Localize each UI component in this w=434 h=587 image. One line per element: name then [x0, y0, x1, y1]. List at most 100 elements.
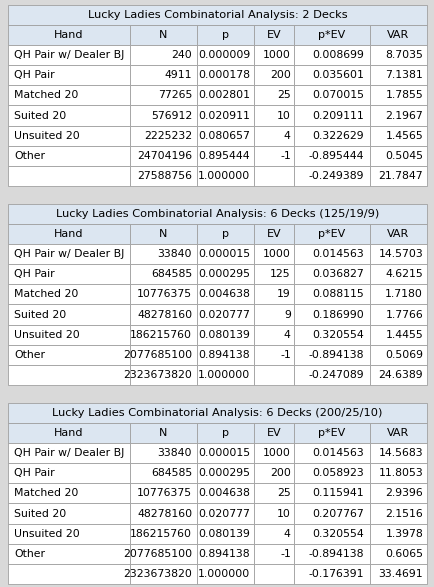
Text: 0.6065: 0.6065: [384, 549, 422, 559]
Text: 0.000015: 0.000015: [198, 249, 250, 259]
Text: 4: 4: [283, 330, 290, 340]
Text: 24.6389: 24.6389: [378, 370, 422, 380]
Text: 0.014563: 0.014563: [312, 448, 363, 458]
Text: 0.000295: 0.000295: [198, 269, 250, 279]
Text: -0.247089: -0.247089: [308, 370, 363, 380]
Text: 0.894138: 0.894138: [198, 350, 250, 360]
Text: 4911: 4911: [164, 70, 192, 80]
Text: 0.000009: 0.000009: [197, 50, 250, 60]
Text: QH Pair w/ Dealer BJ: QH Pair w/ Dealer BJ: [14, 448, 124, 458]
Text: Suited 20: Suited 20: [14, 309, 66, 319]
Text: 24704196: 24704196: [137, 151, 192, 161]
Text: 10776375: 10776375: [137, 488, 192, 498]
Text: 1.7855: 1.7855: [385, 90, 422, 100]
Text: 33.4691: 33.4691: [378, 569, 422, 579]
Text: 4.6215: 4.6215: [385, 269, 422, 279]
Text: 4: 4: [283, 131, 290, 141]
Text: -0.176391: -0.176391: [308, 569, 363, 579]
Text: EV: EV: [266, 30, 281, 40]
Text: Other: Other: [14, 350, 45, 360]
Text: 2077685100: 2077685100: [123, 549, 192, 559]
Text: QH Pair w/ Dealer BJ: QH Pair w/ Dealer BJ: [14, 249, 124, 259]
Text: 10: 10: [276, 508, 290, 518]
Text: 1.7766: 1.7766: [385, 309, 422, 319]
Text: 1.000000: 1.000000: [197, 569, 250, 579]
Text: 33840: 33840: [157, 448, 192, 458]
Text: 684585: 684585: [151, 269, 192, 279]
Text: 1.3978: 1.3978: [385, 529, 422, 539]
Text: 0.070015: 0.070015: [312, 90, 363, 100]
Text: p*EV: p*EV: [317, 229, 345, 239]
Text: Unsuited 20: Unsuited 20: [14, 330, 79, 340]
Text: 0.080139: 0.080139: [198, 330, 250, 340]
Text: 186215760: 186215760: [130, 330, 192, 340]
Text: N: N: [159, 428, 167, 438]
Text: Hand: Hand: [54, 428, 83, 438]
Text: 1.4565: 1.4565: [385, 131, 422, 141]
Text: 1000: 1000: [262, 448, 290, 458]
Text: Matched 20: Matched 20: [14, 289, 78, 299]
Text: 1.4455: 1.4455: [385, 330, 422, 340]
Text: 10776375: 10776375: [137, 289, 192, 299]
Text: VAR: VAR: [386, 30, 408, 40]
Text: -0.894138: -0.894138: [308, 350, 363, 360]
Text: 2323673820: 2323673820: [123, 370, 192, 380]
Text: 25: 25: [276, 90, 290, 100]
Text: 0.088115: 0.088115: [312, 289, 363, 299]
Text: -0.249389: -0.249389: [308, 171, 363, 181]
Text: Unsuited 20: Unsuited 20: [14, 529, 79, 539]
Text: 240: 240: [171, 50, 192, 60]
Text: p*EV: p*EV: [317, 428, 345, 438]
Text: 48278160: 48278160: [137, 309, 192, 319]
Text: 0.000015: 0.000015: [198, 448, 250, 458]
Text: p: p: [221, 428, 229, 438]
Text: Suited 20: Suited 20: [14, 508, 66, 518]
Text: Hand: Hand: [54, 229, 83, 239]
Text: 0.115941: 0.115941: [312, 488, 363, 498]
Text: 1000: 1000: [262, 249, 290, 259]
Text: 684585: 684585: [151, 468, 192, 478]
Text: Lucky Ladies Combinatorial Analysis: 2 Decks: Lucky Ladies Combinatorial Analysis: 2 D…: [88, 10, 346, 20]
Text: Matched 20: Matched 20: [14, 488, 78, 498]
Text: 2225232: 2225232: [144, 131, 192, 141]
Text: QH Pair: QH Pair: [14, 468, 54, 478]
Text: 14.5703: 14.5703: [378, 249, 422, 259]
Text: Lucky Ladies Combinatorial Analysis: 6 Decks (125/19/9): Lucky Ladies Combinatorial Analysis: 6 D…: [56, 209, 378, 219]
Text: 2.9396: 2.9396: [385, 488, 422, 498]
Text: 0.036827: 0.036827: [312, 269, 363, 279]
Text: 0.004638: 0.004638: [198, 289, 250, 299]
Text: 19: 19: [276, 289, 290, 299]
Text: 1.000000: 1.000000: [197, 171, 250, 181]
Text: 77265: 77265: [158, 90, 192, 100]
Text: Hand: Hand: [54, 30, 83, 40]
Text: -1: -1: [279, 151, 290, 161]
Text: -1: -1: [279, 549, 290, 559]
Text: 200: 200: [269, 70, 290, 80]
Text: Lucky Ladies Combinatorial Analysis: 6 Decks (200/25/10): Lucky Ladies Combinatorial Analysis: 6 D…: [52, 408, 382, 418]
Text: VAR: VAR: [386, 229, 408, 239]
Text: 0.322629: 0.322629: [312, 131, 363, 141]
Text: 0.320554: 0.320554: [312, 330, 363, 340]
Text: EV: EV: [266, 229, 281, 239]
Text: 0.5069: 0.5069: [384, 350, 422, 360]
Text: p: p: [221, 30, 229, 40]
Text: 0.020777: 0.020777: [198, 309, 250, 319]
Text: 0.894138: 0.894138: [198, 549, 250, 559]
Text: -1: -1: [279, 350, 290, 360]
Text: 0.020911: 0.020911: [198, 110, 250, 120]
Text: 186215760: 186215760: [130, 529, 192, 539]
Text: 48278160: 48278160: [137, 508, 192, 518]
Text: 0.000178: 0.000178: [198, 70, 250, 80]
Text: 0.080139: 0.080139: [198, 529, 250, 539]
Text: 0.002801: 0.002801: [198, 90, 250, 100]
Text: 0.207767: 0.207767: [312, 508, 363, 518]
Text: 2.1967: 2.1967: [385, 110, 422, 120]
Text: 2077685100: 2077685100: [123, 350, 192, 360]
Text: p: p: [221, 229, 229, 239]
Text: p*EV: p*EV: [317, 30, 345, 40]
Text: QH Pair w/ Dealer BJ: QH Pair w/ Dealer BJ: [14, 50, 124, 60]
Text: 27588756: 27588756: [137, 171, 192, 181]
Text: 0.035601: 0.035601: [312, 70, 363, 80]
Text: 1.000000: 1.000000: [197, 370, 250, 380]
Text: 200: 200: [269, 468, 290, 478]
